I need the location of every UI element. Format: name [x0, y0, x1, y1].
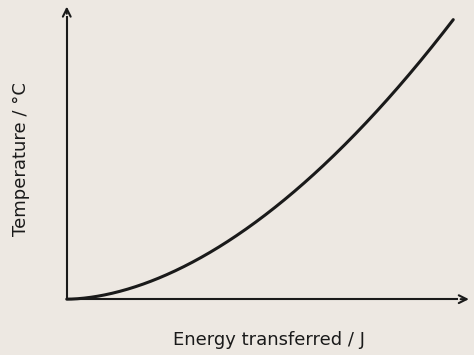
Text: Temperature / °C: Temperature / °C [12, 82, 30, 236]
Text: Energy transferred / J: Energy transferred / J [173, 331, 365, 349]
